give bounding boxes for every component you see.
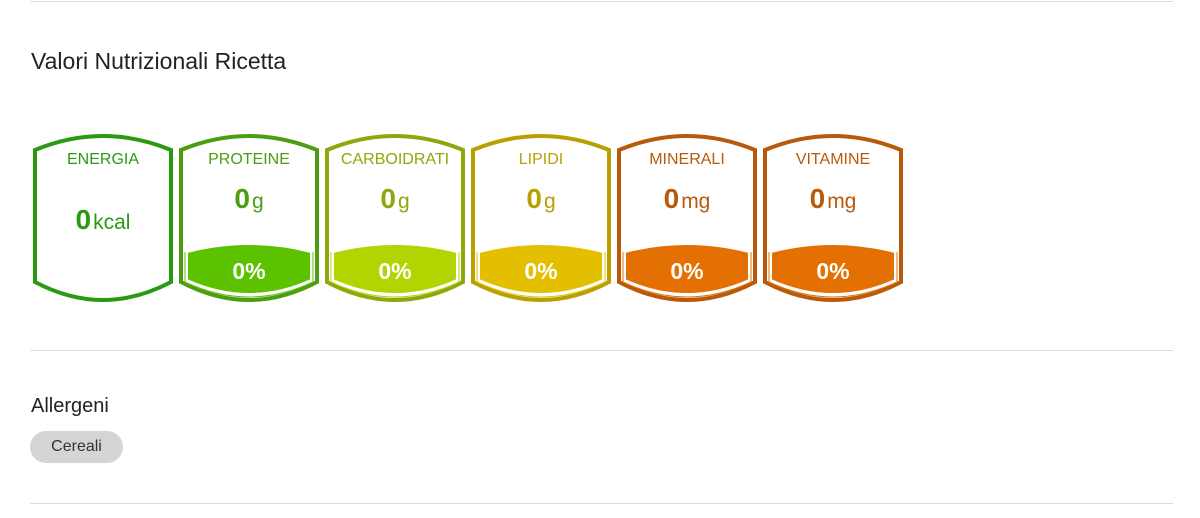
section-title: Valori Nutrizionali Ricetta bbox=[31, 48, 287, 74]
nutrient-value: 0kcal bbox=[75, 204, 131, 235]
nutrient-value: 0mg bbox=[663, 183, 711, 214]
nutrient-percent: 0% bbox=[524, 258, 558, 284]
nutrient-label: MINERALI bbox=[649, 151, 725, 168]
percent-fill bbox=[332, 243, 458, 295]
divider bbox=[30, 1, 1173, 2]
nutrient-percent: 0% bbox=[378, 258, 412, 284]
nutrient-percent: 0% bbox=[670, 258, 704, 284]
nutrient-energia: ENERGIA 0kcal bbox=[31, 128, 175, 308]
divider bbox=[30, 350, 1173, 351]
nutrient-label: ENERGIA bbox=[66, 151, 139, 168]
nutrient-percent: 0% bbox=[232, 258, 266, 284]
nutrient-proteine: PROTEINE 0g 0% bbox=[177, 128, 321, 308]
percent-fill bbox=[186, 243, 312, 295]
nutrient-value: 0g bbox=[380, 183, 410, 214]
nutrient-carboidrati: CARBOIDRATI 0g 0% bbox=[323, 128, 467, 308]
nutrient-vitamine: VITAMINE 0mg 0% bbox=[761, 128, 905, 308]
nutrient-label: CARBOIDRATI bbox=[340, 151, 450, 168]
divider bbox=[30, 503, 1173, 504]
nutrient-label: VITAMINE bbox=[795, 151, 871, 168]
percent-fill bbox=[770, 243, 896, 295]
nutrient-lipidi: LIPIDI 0g 0% bbox=[469, 128, 613, 308]
nutrient-value: 0mg bbox=[809, 183, 857, 214]
nutrient-label: LIPIDI bbox=[518, 151, 564, 168]
nutrient-percent: 0% bbox=[816, 258, 850, 284]
allergen-tag[interactable]: Cereali bbox=[30, 431, 123, 463]
percent-fill bbox=[624, 243, 750, 295]
nutrient-value: 0g bbox=[234, 183, 264, 214]
percent-fill bbox=[478, 243, 604, 295]
allergens-title: Allergeni bbox=[31, 395, 109, 417]
nutrient-label: PROTEINE bbox=[208, 151, 290, 168]
nutrient-minerali: MINERALI 0mg 0% bbox=[615, 128, 759, 308]
nutrient-value: 0g bbox=[526, 183, 556, 214]
